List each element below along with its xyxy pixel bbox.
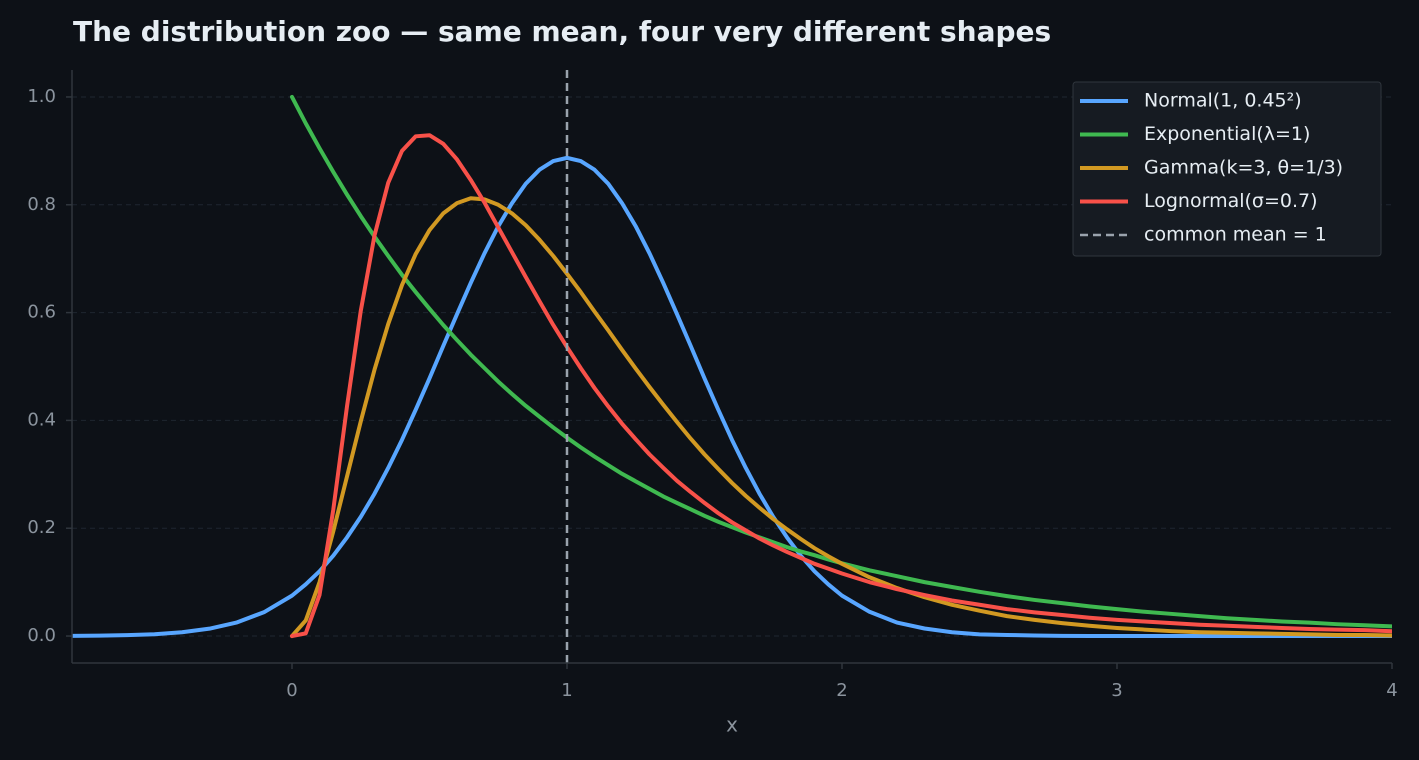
x-tick-label: 0 [286,680,297,701]
legend-label: common mean = 1 [1144,224,1327,246]
legend-label: Lognormal(σ=0.7) [1144,190,1318,212]
legend-label: Exponential(λ=1) [1144,123,1310,145]
x-tick-label: 1 [561,680,572,701]
series-line [290,94,1392,629]
plot-area [72,70,1392,663]
legend-label: Gamma(k=3, θ=1/3) [1144,157,1343,179]
series-line [290,196,1392,639]
legend-box [1072,81,1382,257]
y-tick-label: 1.0 [27,86,56,107]
ticks: 0.0 0.2 0.4 0.6 0.8 1.0 0 1 2 3 4 [27,86,1397,701]
series-line [290,133,1392,639]
y-tick-label: 0.8 [27,194,56,215]
x-tick-label: 4 [1386,680,1397,701]
y-tick-label: 0.0 [27,625,56,646]
legend-label: Normal(1, 0.45²) [1144,90,1302,112]
series-line [72,155,1392,639]
y-tick-label: 0.4 [27,409,56,430]
legend: Normal(1, 0.45²) Exponential(λ=1) Gamma(k=… [1080,90,1343,246]
y-tick-label: 0.6 [27,302,56,323]
x-tick-label: 2 [836,680,847,701]
chart-title: The distribution zoo — same mean, four v… [73,15,1051,48]
y-tick-label: 0.2 [27,517,56,538]
x-axis-label: x [726,713,738,737]
x-tick-label: 3 [1111,680,1122,701]
